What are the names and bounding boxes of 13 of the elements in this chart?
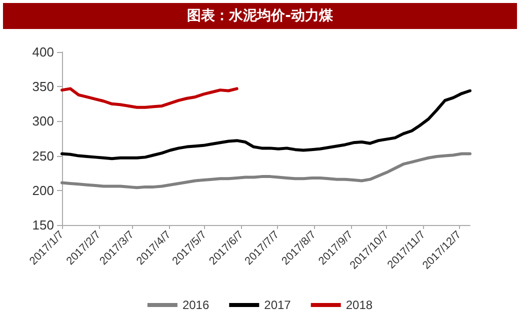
line-series (60, 87, 238, 109)
y-tick-label: 300 (32, 114, 54, 129)
y-tick-label: 250 (32, 148, 54, 164)
legend-label: 2017 (264, 298, 292, 312)
line-series (60, 89, 472, 160)
chart-title: 图表：水泥均价-动力煤 (3, 3, 517, 29)
y-tick-label: 150 (32, 218, 54, 232)
line-series (60, 152, 472, 190)
legend-label: 2018 (346, 298, 373, 312)
legend-label: 2016 (182, 298, 210, 312)
y-tick-label: 400 (32, 44, 54, 60)
y-tick-label: 200 (32, 182, 54, 198)
y-tick-label: 350 (32, 79, 54, 94)
